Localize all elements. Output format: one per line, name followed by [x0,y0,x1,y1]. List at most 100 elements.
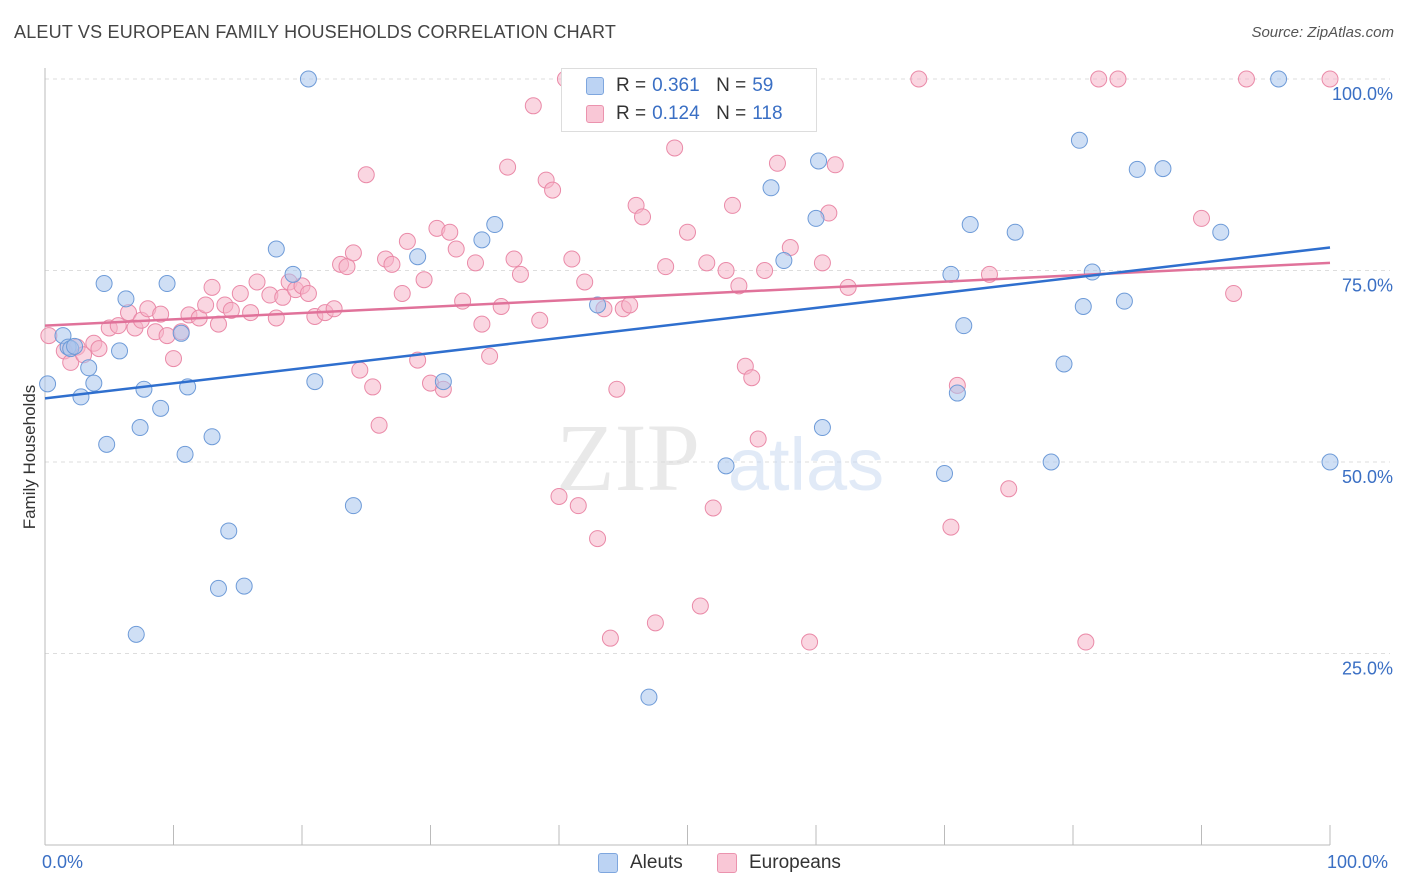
data-point-europeans [325,300,343,318]
data-point-europeans [544,181,562,199]
data-point-europeans [364,378,382,396]
data-point-europeans [531,311,549,329]
bottom-legend-aleuts: Aleuts [598,852,683,874]
y-tick-label: 50.0% [1342,467,1393,487]
data-point-europeans [338,258,356,276]
bottom-legend-europeans: Europeans [717,852,841,874]
data-point-europeans [499,158,517,176]
data-point-europeans [942,518,960,536]
data-point-europeans [1237,70,1255,88]
legend-n-label: N = [716,103,747,124]
data-point-europeans [550,487,568,505]
y-tick-label: 100.0% [1332,84,1393,104]
legend-row-europeans: R = 0.124 N = 118 [586,102,783,126]
data-point-europeans [492,298,510,316]
data-point-europeans [1321,70,1339,88]
data-point-europeans [197,296,215,314]
data-point-europeans [344,244,362,262]
data-point-europeans [1077,633,1095,651]
data-point-europeans [398,232,416,250]
data-point-aleuts [936,464,953,482]
axes [44,68,1331,846]
legend-n-value: 118 [752,103,783,124]
data-point-aleuts [284,265,302,283]
data-point-aleuts [1154,160,1172,178]
data-point-europeans [299,284,317,302]
data-point-europeans [698,254,716,272]
data-point-europeans [621,296,639,314]
data-point-aleuts [111,342,129,360]
data-point-europeans [1000,480,1018,498]
data-point-aleuts [220,522,238,540]
data-point-europeans [158,327,176,345]
data-point-aleuts [1321,453,1339,471]
data-point-europeans [511,265,529,283]
data-point-aleuts [1006,223,1024,241]
data-point-aleuts [409,248,427,266]
data-point-europeans [222,301,240,319]
data-point-aleuts [158,275,176,293]
data-point-europeans [466,254,484,272]
data-point-europeans [383,255,401,273]
stats-legend: R = 0.361 N = 59 R = 0.124 N = 118 [561,68,817,132]
data-point-aleuts [1212,223,1230,241]
data-point-europeans [357,166,375,184]
data-point-europeans [634,208,652,226]
data-point-europeans [801,633,819,651]
data-point-europeans [242,304,260,322]
data-point-aleuts [948,384,966,402]
watermark: ZIP atlas [556,404,884,511]
data-point-aleuts [299,70,317,88]
aleuts-points [39,70,1339,706]
data-point-europeans [768,154,786,172]
data-point-europeans [756,262,774,279]
chart-title: ALEUT VS EUROPEAN FAMILY HOUSEHOLDS CORR… [14,22,617,42]
y-tick-label: 25.0% [1342,659,1393,679]
data-point-aleuts [98,435,116,453]
data-point-aleuts [473,231,491,249]
data-point-aleuts [235,577,253,595]
data-point-aleuts [813,419,831,437]
data-point-aleuts [127,625,145,643]
data-point-aleuts [80,359,98,377]
data-point-europeans [40,327,58,345]
data-point-aleuts [66,337,84,355]
data-point-europeans [730,277,748,295]
data-point-aleuts [1074,298,1092,316]
legend-swatch-aleuts [586,77,604,95]
legend-r-value: 0.124 [652,103,700,124]
data-point-europeans [441,223,459,241]
x-tick-label-min: 0.0% [42,852,84,872]
data-point-europeans [826,156,844,174]
data-point-europeans [717,262,735,279]
data-point-europeans [704,499,722,517]
data-point-aleuts [131,419,149,437]
legend-r-value: 0.361 [652,75,700,96]
x-tick-label-max: 100.0% [1327,852,1389,872]
data-point-aleuts [176,445,194,463]
data-point-europeans [109,317,127,335]
y-tick-labels: 25.0% 50.0% 75.0% 100.0% [1332,84,1393,679]
data-point-aleuts [344,497,362,515]
data-point-aleuts [486,216,504,234]
data-point-europeans [569,497,587,515]
data-point-aleuts [85,374,103,392]
data-point-aleuts [135,380,153,398]
data-point-europeans [393,284,411,302]
data-point-aleuts [72,388,90,406]
data-point-aleuts [1128,160,1146,178]
data-point-europeans [576,273,594,291]
data-point-aleuts [39,375,57,393]
data-point-aleuts [807,209,825,227]
data-point-aleuts [95,275,113,293]
data-point-aleuts [955,317,973,335]
bottom-legend-swatch-europeans [717,853,737,873]
data-point-aleuts [1070,131,1088,149]
data-point-europeans [1193,209,1210,227]
data-point-aleuts [1042,453,1060,471]
data-point-europeans [601,629,619,647]
bottom-legend-swatch-aleuts [598,853,618,873]
data-point-europeans [666,139,684,157]
data-point-europeans [248,273,266,291]
